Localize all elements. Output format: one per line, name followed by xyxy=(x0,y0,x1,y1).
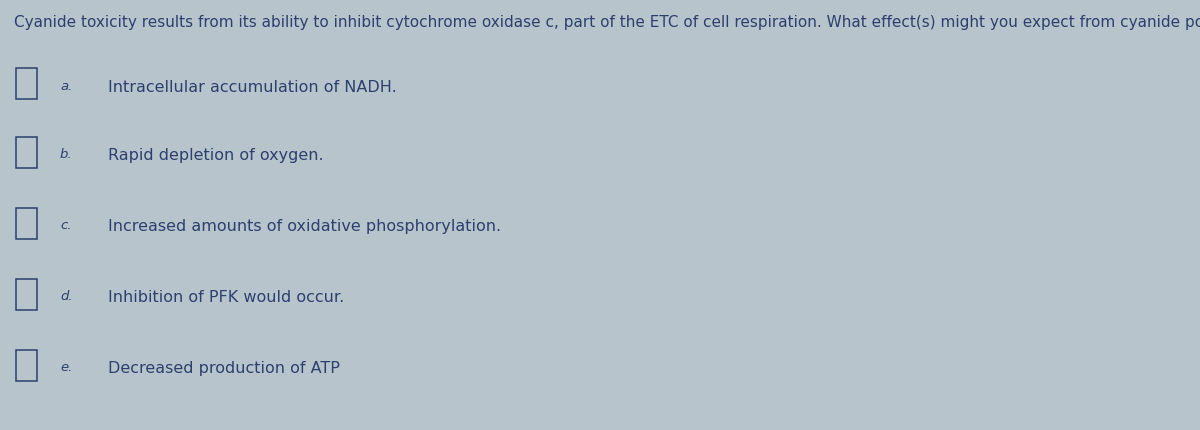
Text: Decreased production of ATP: Decreased production of ATP xyxy=(108,361,340,376)
Text: Inhibition of PFK would occur.: Inhibition of PFK would occur. xyxy=(108,290,344,305)
Text: e.: e. xyxy=(60,361,72,374)
Bar xyxy=(16,137,37,168)
Text: a.: a. xyxy=(60,80,72,92)
Bar xyxy=(16,68,37,99)
Text: Intracellular accumulation of NADH.: Intracellular accumulation of NADH. xyxy=(108,80,397,95)
Text: b.: b. xyxy=(60,148,73,161)
Text: Cyanide toxicity results from its ability to inhibit cytochrome oxidase c, part : Cyanide toxicity results from its abilit… xyxy=(14,15,1200,30)
Bar xyxy=(16,350,37,381)
Bar xyxy=(16,208,37,239)
Text: Increased amounts of oxidative phosphorylation.: Increased amounts of oxidative phosphory… xyxy=(108,219,502,234)
Text: c.: c. xyxy=(60,219,72,232)
Bar xyxy=(16,279,37,310)
Text: Rapid depletion of oxygen.: Rapid depletion of oxygen. xyxy=(108,148,324,163)
Text: d.: d. xyxy=(60,290,73,303)
